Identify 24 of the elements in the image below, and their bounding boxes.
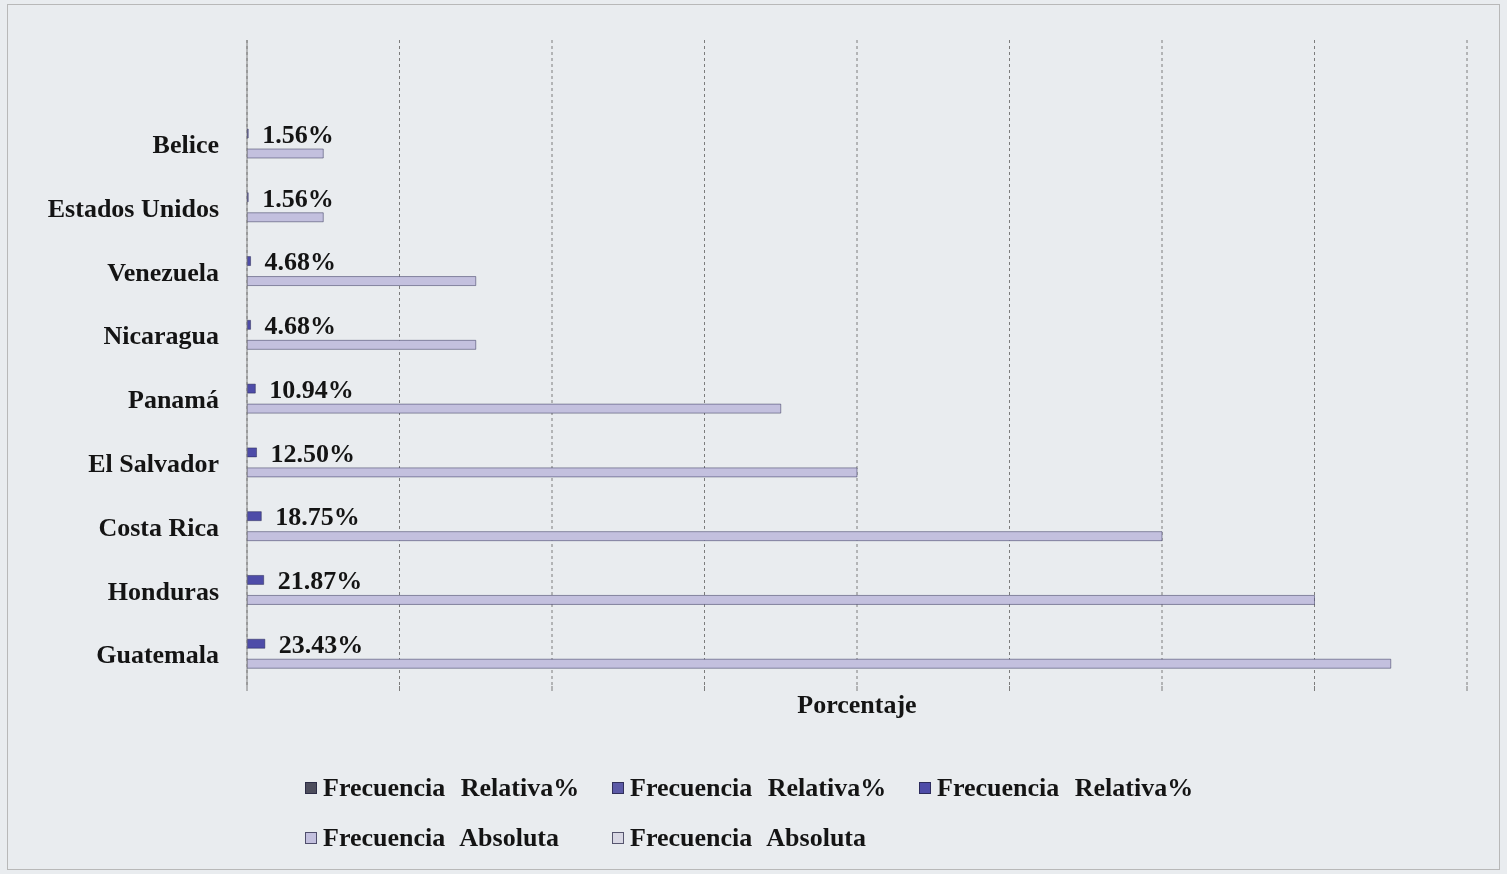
y-tick-label: Nicaragua bbox=[103, 321, 219, 351]
data-label: 4.68% bbox=[264, 311, 337, 341]
data-label: 23.43% bbox=[278, 629, 364, 659]
legend-label: Frecuencia Absoluta bbox=[630, 823, 867, 853]
y-tick-label: Belice bbox=[152, 130, 219, 160]
data-label: 4.68% bbox=[264, 247, 337, 277]
data-label: 1.56% bbox=[262, 119, 334, 149]
y-tick-label: Panamá bbox=[128, 385, 219, 415]
y-tick-label: Honduras bbox=[107, 576, 219, 606]
y-tick-label: El Salvador bbox=[88, 449, 219, 479]
y-tick-label: Guatemala bbox=[96, 640, 219, 670]
x-axis-title: Porcentaje bbox=[796, 690, 918, 720]
data-label: 1.56% bbox=[262, 183, 334, 213]
y-tick-label: Costa Rica bbox=[98, 512, 219, 542]
data-label: 18.75% bbox=[275, 502, 360, 532]
data-label: 12.50% bbox=[270, 438, 356, 468]
y-tick-label: Estados Unidos bbox=[47, 193, 219, 223]
legend-label: Frecuencia Relativa% bbox=[323, 773, 580, 803]
y-tick-label: Venezuela bbox=[107, 257, 219, 287]
legend-label: Frecuencia Absoluta bbox=[323, 823, 560, 853]
legend-label: Frecuencia Relativa% bbox=[937, 773, 1194, 803]
legend-label: Frecuencia Relativa% bbox=[630, 773, 887, 803]
data-label: 10.94% bbox=[269, 374, 354, 404]
data-label: 21.87% bbox=[277, 566, 363, 596]
